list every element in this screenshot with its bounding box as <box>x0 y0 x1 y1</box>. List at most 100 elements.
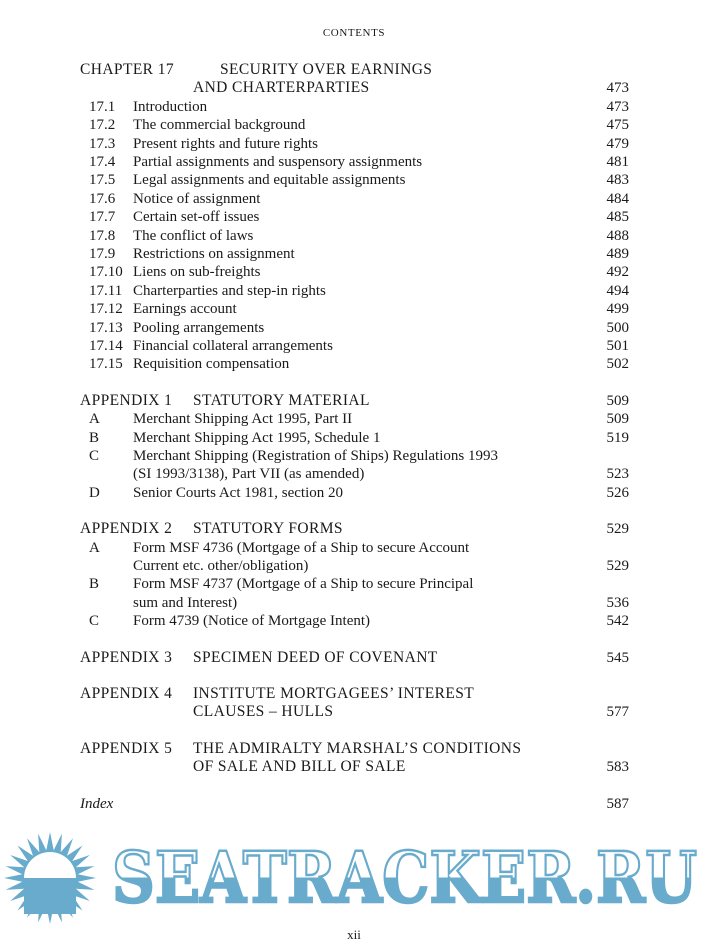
toc-entry[interactable]: 17.8 The conflict of laws 488 <box>0 227 708 245</box>
toc-entry[interactable]: 17.2 The commercial background 475 <box>0 116 708 134</box>
entry-number: 17.13 <box>89 319 123 336</box>
entry-title: Merchant Shipping Act 1995, Schedule 1 <box>133 429 381 446</box>
toc-entry[interactable]: 17.9 Restrictions on assignment 489 <box>0 245 708 263</box>
entry-page: 519 <box>606 429 630 446</box>
entry-page: 489 <box>606 246 630 262</box>
entry-title: Charterparties and step-in rights <box>133 282 326 299</box>
sun-icon <box>4 832 96 924</box>
toc-entry[interactable]: C Form 4739 (Notice of Mortgage Intent) 54… <box>0 612 708 630</box>
section-label: APPENDIX 5 <box>80 739 173 757</box>
section-title: CLAUSES – HULLS <box>193 703 334 721</box>
toc-entry[interactable]: A Merchant Shipping Act 1995, Part II 509 <box>0 410 708 428</box>
entry-number: 17.3 <box>89 135 116 152</box>
section-page: 545 <box>606 649 630 666</box>
entry-number: 17.11 <box>89 282 123 299</box>
section-title: THE ADMIRALTY MARSHAL’S CONDITIONS <box>193 739 522 757</box>
entry-number: D <box>89 484 100 501</box>
toc-section-heading[interactable]: CLAUSES – HULLS 577 <box>0 703 708 721</box>
toc-entry[interactable]: C Merchant Shipping (Registration of Ship… <box>0 447 708 465</box>
entry-title: Legal assignments and equitable assignme… <box>133 172 406 189</box>
entry-title: Certain set-off issues <box>133 209 260 226</box>
entry-title: Financial collateral arrangements <box>133 338 333 354</box>
toc-entry[interactable]: 17.13 Pooling arrangements 500 <box>0 319 708 337</box>
section-title: SECURITY OVER EARNINGS <box>220 61 433 78</box>
entry-number: 17.9 <box>89 246 116 262</box>
entry-page: 484 <box>606 190 630 207</box>
entry-number: B <box>89 576 100 593</box>
entry-title: The commercial background <box>133 117 306 134</box>
entry-number: B <box>89 429 100 446</box>
toc-section-heading[interactable]: OF SALE AND BILL OF SALE 583 <box>0 758 708 776</box>
entry-number: 17.7 <box>89 209 116 226</box>
entry-number: 17.15 <box>89 356 123 373</box>
section-title: AND CHARTERPARTIES <box>193 79 370 97</box>
toc-entry[interactable]: 17.12 Earnings account 499 <box>0 300 708 318</box>
section-label: APPENDIX 3 <box>80 648 173 666</box>
page-number: xii <box>347 927 361 942</box>
toc-entry[interactable]: 17.10 Liens on sub-freights 492 <box>0 263 708 281</box>
watermark-text: SEATRACKER.RU <box>112 836 697 919</box>
entry-page: 475 <box>606 117 630 134</box>
entry-page: 502 <box>606 356 630 373</box>
toc-section-heading[interactable]: APPENDIX 2 STATUTORY FORMS 529 <box>0 520 708 538</box>
entry-page: 536 <box>606 594 630 611</box>
entry-page: 483 <box>606 172 630 189</box>
entry-page: 473 <box>606 98 630 115</box>
entry-title: Liens on sub-freights <box>133 264 261 281</box>
toc-entry[interactable]: 17.11 Charterparties and step-in rights 49… <box>0 282 708 300</box>
toc-section-heading[interactable]: AND CHARTERPARTIES 473 <box>0 79 708 97</box>
section-page: 577 <box>606 704 630 721</box>
section-title: STATUTORY MATERIAL <box>193 391 370 409</box>
toc-section-heading[interactable]: APPENDIX 5 THE ADMIRALTY MARSHAL’S CONDIT… <box>0 740 708 758</box>
section-page: 509 <box>606 392 630 409</box>
toc-entry[interactable]: Current etc. other/obligation) 529 <box>0 557 708 575</box>
toc-entry[interactable]: 17.4 Partial assignments and suspensory a… <box>0 153 708 171</box>
index-page: 587 <box>606 795 630 812</box>
entry-title: Merchant Shipping Act 1995, Part II <box>133 411 353 428</box>
entry-page: 542 <box>606 613 630 630</box>
entry-page: 485 <box>606 209 630 226</box>
entry-page: 523 <box>606 466 630 483</box>
toc-section-heading[interactable]: APPENDIX 1 STATUTORY MATERIAL 509 <box>0 392 708 410</box>
toc-entry[interactable]: D Senior Courts Act 1981, section 20 526 <box>0 484 708 502</box>
toc-entry[interactable]: 17.7 Certain set-off issues 485 <box>0 208 708 226</box>
toc-section-heading[interactable]: APPENDIX 4 INSTITUTE MORTGAGEES’ INTEREST <box>0 685 708 703</box>
entry-number: 17.10 <box>89 264 123 281</box>
section-page: 529 <box>606 521 630 538</box>
toc-entry[interactable]: 17.14 Financial collateral arrangements 50… <box>0 337 708 355</box>
entry-title: Introduction <box>133 98 208 115</box>
entry-number: 17.6 <box>89 190 116 207</box>
entry-page: 500 <box>606 319 630 336</box>
entry-title: (SI 1993/3138), Part VII (as amended) <box>133 466 365 483</box>
entry-page: 494 <box>606 282 630 299</box>
toc-entry[interactable]: B Merchant Shipping Act 1995, Schedule 1 5… <box>0 429 708 447</box>
entry-number: C <box>89 448 100 464</box>
toc-entry[interactable]: 17.3 Present rights and future rights 479 <box>0 135 708 153</box>
entry-title: The conflict of laws <box>133 227 254 244</box>
entry-page: 479 <box>606 135 630 152</box>
toc-entry[interactable]: 17.6 Notice of assignment 484 <box>0 190 708 208</box>
entry-number: 17.2 <box>89 117 116 134</box>
section-label: APPENDIX 2 <box>80 520 173 538</box>
running-head: CONTENTS <box>322 27 386 39</box>
entry-number: 17.5 <box>89 172 116 189</box>
entry-title: Senior Courts Act 1981, section 20 <box>133 484 343 501</box>
toc-entry[interactable]: sum and Interest) 536 <box>0 594 708 612</box>
entry-page: 499 <box>606 301 630 318</box>
toc-index-entry[interactable]: Index 587 <box>0 795 708 813</box>
entry-page: 529 <box>606 558 630 574</box>
toc-entry[interactable]: 17.15 Requisition compensation 502 <box>0 355 708 373</box>
entry-number: 17.1 <box>89 98 116 115</box>
toc-entry[interactable]: 17.5 Legal assignments and equitable assi… <box>0 171 708 189</box>
toc-section-heading[interactable]: APPENDIX 3 SPECIMEN DEED OF COVENANT 545 <box>0 649 708 667</box>
index-label: Index <box>80 795 114 812</box>
toc-entry[interactable]: B Form MSF 4737 (Mortgage of a Ship to se… <box>0 575 708 593</box>
toc-entry[interactable]: A Form MSF 4736 (Mortgage of a Ship to se… <box>0 539 708 557</box>
toc-entry[interactable]: 17.1 Introduction 473 <box>0 98 708 116</box>
toc-entry[interactable]: (SI 1993/3138), Part VII (as amended) 523 <box>0 465 708 483</box>
entry-number: 17.4 <box>89 154 116 170</box>
entry-title: Form 4739 (Notice of Mortgage Intent) <box>133 613 371 630</box>
entry-number: 17.12 <box>89 301 123 318</box>
toc-section-heading[interactable]: CHAPTER 17 SECURITY OVER EARNINGS <box>0 61 708 79</box>
section-label: CHAPTER 17 <box>80 61 174 78</box>
